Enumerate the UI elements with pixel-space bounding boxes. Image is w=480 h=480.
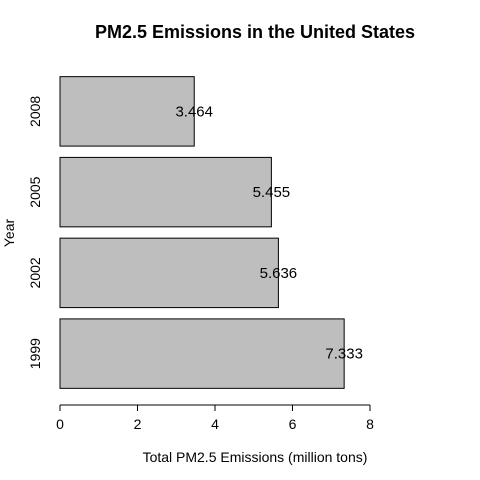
data-label-2005: 5.455 — [253, 184, 291, 201]
y-tick-label-2002: 2002 — [27, 257, 43, 288]
x-axis: 0 2 4 6 8 — [56, 404, 374, 432]
x-tick-label-8: 8 — [366, 416, 374, 432]
bar-2002 — [59, 237, 279, 309]
y-tick-label-2005: 2005 — [27, 176, 43, 207]
y-axis-title: Year — [1, 219, 17, 248]
bars-group — [59, 76, 345, 389]
y-axis-tick-labels: 1999 2002 2005 2008 — [27, 96, 43, 370]
data-label-2008: 3.464 — [175, 103, 213, 120]
y-tick-label-1999: 1999 — [27, 338, 43, 369]
bar-2008 — [59, 76, 195, 147]
data-labels-group: 7.333 5.636 5.455 3.464 — [175, 103, 362, 362]
x-tick-label-2: 2 — [134, 416, 142, 432]
y-tick-label-2008: 2008 — [27, 96, 43, 127]
bar-1999 — [59, 318, 345, 389]
x-tick-label-0: 0 — [56, 416, 64, 432]
x-tick-label-6: 6 — [289, 416, 297, 432]
data-label-1999: 7.333 — [325, 346, 363, 363]
x-axis-title: Total PM2.5 Emissions (million tons) — [143, 449, 368, 465]
data-label-2002: 5.636 — [260, 265, 298, 282]
bar-2005 — [59, 156, 272, 228]
x-tick-label-4: 4 — [211, 416, 219, 432]
chart-title: PM2.5 Emissions in the United States — [95, 22, 415, 42]
